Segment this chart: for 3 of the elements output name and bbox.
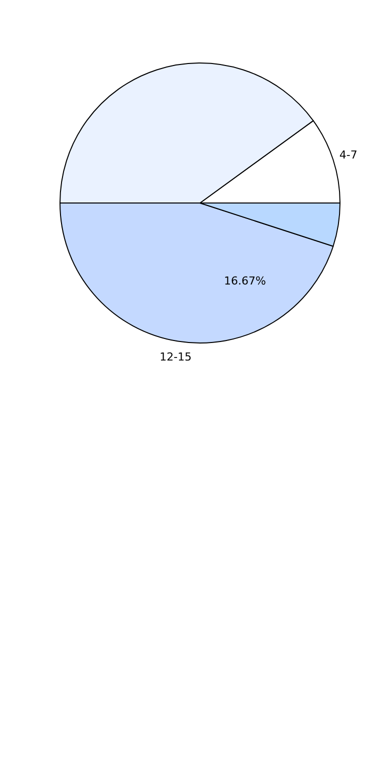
text: 16.67% bbox=[224, 274, 266, 288]
slice-label: 12-15 bbox=[160, 350, 192, 364]
slice-label: 4-7 bbox=[339, 148, 358, 162]
